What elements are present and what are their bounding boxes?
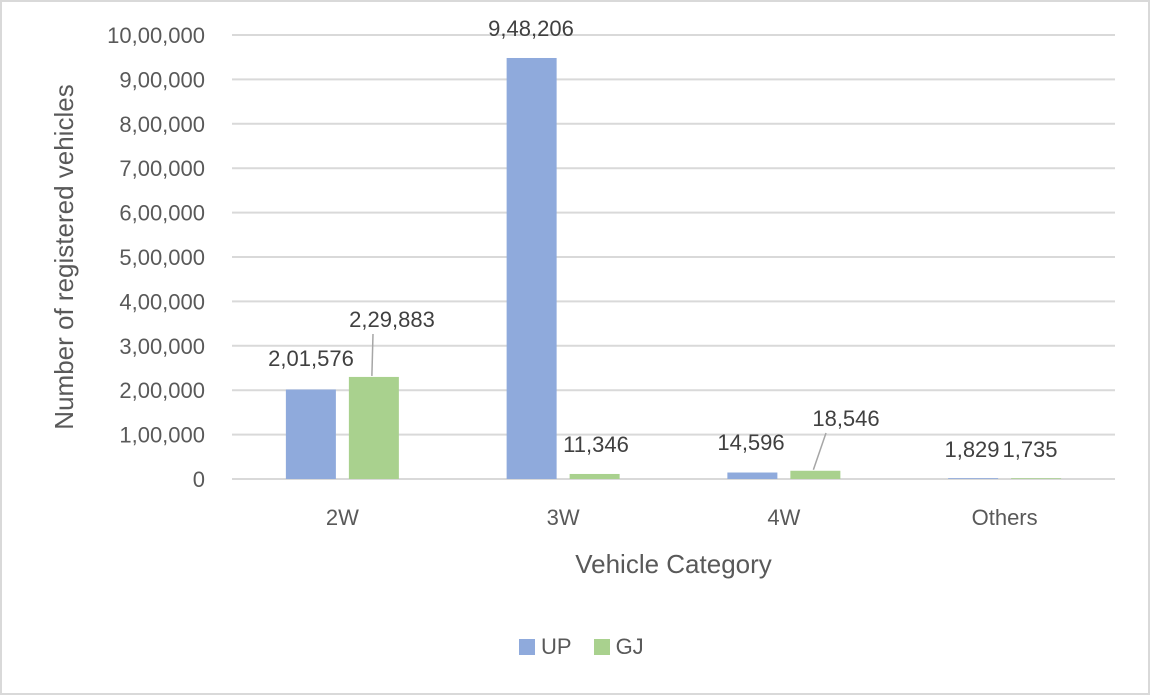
y-tick-label: 8,00,000 bbox=[119, 112, 205, 137]
bar-gj-others bbox=[1011, 478, 1062, 479]
data-label: 1,735 bbox=[1002, 437, 1057, 462]
y-tick-label: 7,00,000 bbox=[119, 156, 205, 181]
bar-gj-3w bbox=[569, 473, 620, 479]
y-tick-label: 0 bbox=[193, 467, 205, 492]
data-label: 14,596 bbox=[717, 430, 784, 455]
legend-label-gj: GJ bbox=[615, 634, 644, 659]
bar-gj-4w bbox=[790, 470, 841, 479]
y-axis-title: Number of registered vehicles bbox=[49, 84, 79, 429]
data-label: 18,546 bbox=[812, 406, 879, 431]
data-label: 2,01,576 bbox=[268, 346, 354, 371]
data-label: 11,346 bbox=[563, 432, 629, 457]
y-tick-label: 5,00,000 bbox=[119, 245, 205, 270]
leader-line bbox=[371, 333, 374, 376]
bar-up-3w bbox=[506, 57, 557, 480]
data-label: 1,829 bbox=[944, 437, 999, 462]
x-tick-label: Others bbox=[972, 505, 1038, 530]
legend: UP GJ bbox=[519, 634, 658, 660]
y-tick-label: 9,00,000 bbox=[119, 67, 205, 92]
leader-line bbox=[812, 432, 827, 471]
legend-item-gj: GJ bbox=[593, 634, 644, 660]
x-axis-title: Vehicle Category bbox=[575, 549, 772, 579]
bar-up-4w bbox=[727, 472, 778, 479]
bar-up-others bbox=[948, 478, 999, 479]
y-tick-label: 3,00,000 bbox=[119, 334, 205, 359]
x-tick-label: 2W bbox=[326, 505, 359, 530]
x-tick-label: 3W bbox=[547, 505, 580, 530]
data-label: 9,48,206 bbox=[488, 16, 574, 41]
legend-label-up: UP bbox=[541, 634, 572, 659]
y-tick-label: 4,00,000 bbox=[119, 289, 205, 314]
y-tick-label: 1,00,000 bbox=[119, 423, 205, 448]
y-tick-label: 6,00,000 bbox=[119, 201, 205, 226]
y-tick-label: 10,00,000 bbox=[107, 23, 205, 48]
x-tick-label: 4W bbox=[767, 505, 800, 530]
legend-swatch-gj bbox=[593, 639, 610, 655]
legend-swatch-up bbox=[519, 639, 535, 655]
y-tick-label: 2,00,000 bbox=[119, 378, 205, 403]
bar-gj-2w bbox=[348, 376, 399, 479]
bar-up-2w bbox=[285, 389, 336, 479]
legend-item-up: UP bbox=[519, 634, 572, 660]
data-label: 2,29,883 bbox=[349, 307, 435, 332]
